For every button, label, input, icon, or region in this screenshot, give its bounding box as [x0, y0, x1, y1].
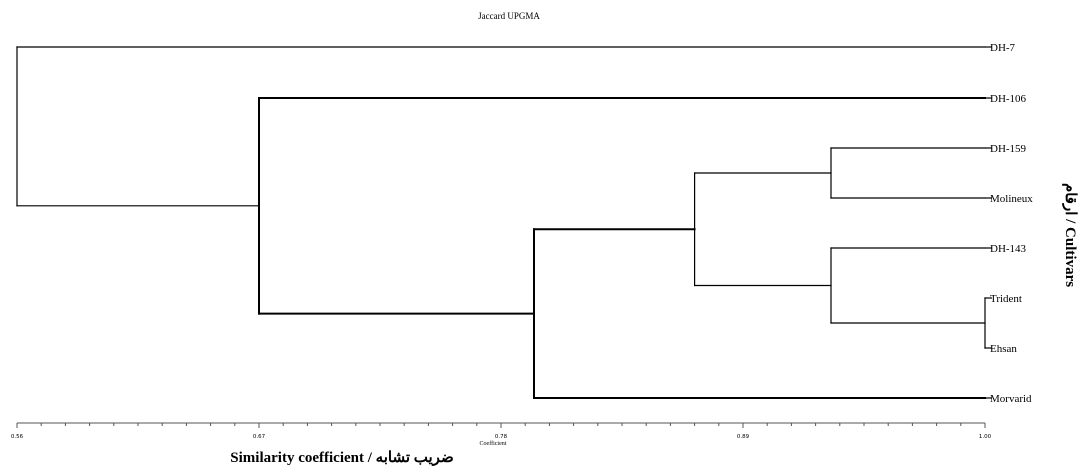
leaf-label: DH-159 — [990, 143, 1027, 155]
x-axis-tick-labels: 0.56 0.67 0.78 0.89 1.00 — [11, 434, 992, 440]
x-tick-label: 1.00 — [979, 434, 992, 440]
leaf-label: DH-106 — [990, 93, 1027, 105]
chart-title: Jaccard UPGMA — [478, 11, 540, 21]
dendrogram-branches — [16, 46, 986, 399]
leaf-label: DH-7 — [990, 42, 1016, 54]
leaf-labels: DH-7 DH-106 DH-159 Molineux DH-143 Trident Ehs… — [985, 42, 1033, 405]
x-axis-label: Similarity coefficient / ضریب تشابه — [230, 450, 453, 466]
y-axis-label: ارقام / Cultivars — [1062, 183, 1078, 287]
x-tick-label: 0.89 — [737, 434, 750, 440]
x-axis: 0.56 0.67 0.78 0.89 1.00 — [11, 422, 992, 440]
leaf-label: DH-143 — [990, 243, 1027, 255]
x-axis-ticks — [16, 423, 986, 428]
x-tick-label: 0.67 — [253, 434, 266, 440]
leaf-label: Molineux — [990, 193, 1033, 205]
x-axis-small-label: Coefficient — [480, 440, 507, 447]
x-tick-label: 0.78 — [495, 434, 508, 440]
leaf-label: Ehsan — [990, 343, 1017, 355]
leaf-label: Morvarid — [990, 393, 1032, 405]
x-tick-label: 0.56 — [11, 434, 24, 440]
leaf-label: Trident — [990, 293, 1022, 305]
